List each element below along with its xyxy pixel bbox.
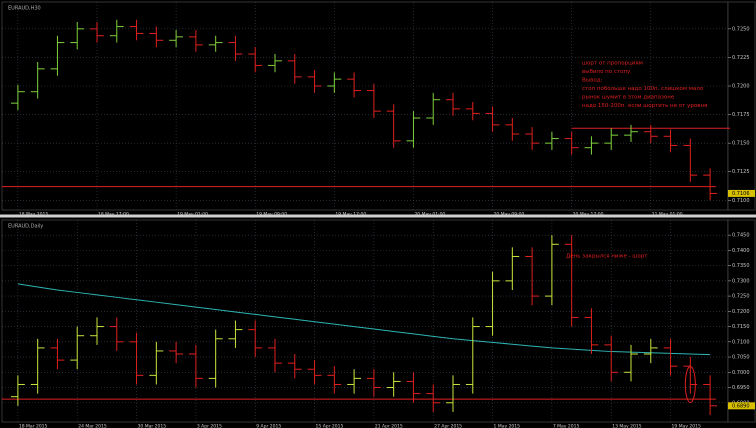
y-tick-label: 0.7175 xyxy=(732,112,750,118)
last-price-label: 0.7106 xyxy=(732,191,750,197)
x-tick-label: 18 May 2015 xyxy=(19,212,48,218)
x-tick-label: 15 Apr 2015 xyxy=(316,424,344,428)
last-price-box xyxy=(728,402,755,410)
last-price-box xyxy=(728,189,755,197)
y-tick-label: 0.7350 xyxy=(732,263,750,269)
y-tick-label: 0.7200 xyxy=(732,309,750,315)
x-tick-label: 13 May 2015 xyxy=(612,424,641,428)
highlight-ellipse xyxy=(684,365,696,403)
x-tick-label: 27 Apr 2015 xyxy=(434,424,462,428)
x-tick-label: 19 May 01:00 xyxy=(177,212,208,218)
x-tick-label: 20 May 01:00 xyxy=(414,212,445,218)
chart-title: EURAUD,H30 xyxy=(8,6,41,12)
y-tick-label: 0.7100 xyxy=(732,339,750,345)
price-axis xyxy=(727,1,756,211)
x-tick-label: 21 May 01:00 xyxy=(652,212,683,218)
x-tick-label: 18 May 17:00 xyxy=(98,212,129,218)
moving-average xyxy=(17,283,711,356)
x-tick-label: 18 Mar 2015 xyxy=(19,424,48,428)
y-tick-label: 0.6950 xyxy=(732,385,750,391)
x-tick-label: 30 Mar 2015 xyxy=(138,424,167,428)
y-tick-label: 0.7200 xyxy=(732,84,750,90)
x-tick-label: 20 May 17:00 xyxy=(573,212,604,218)
y-tick-label: 0.7100 xyxy=(732,198,750,204)
y-tick-label: 0.7450 xyxy=(732,233,750,239)
y-tick-label: 0.7125 xyxy=(732,169,750,175)
y-tick-label: 0.7000 xyxy=(732,370,750,376)
x-tick-label: 19 May 09:00 xyxy=(256,212,287,218)
chart-title: EURAUD,Daily xyxy=(8,224,43,230)
annotation: Вывод: xyxy=(582,78,603,84)
x-tick-label: 21 Apr 2015 xyxy=(375,424,403,428)
x-tick-label: 1 May 2015 xyxy=(494,424,521,428)
annotation: шорт от пропорциям xyxy=(582,61,643,67)
annotation: надо 150-200п. если шортить не от уровня xyxy=(582,103,707,109)
x-tick-label: 19 May 17:00 xyxy=(335,212,366,218)
x-tick-label: 19 May 2015 xyxy=(672,424,701,428)
annotation: стоп побольше надо 100п. слишком мало xyxy=(582,86,704,92)
y-tick-label: 0.7050 xyxy=(732,355,750,361)
annotation: рынок шумит в этом диапазоне xyxy=(582,95,675,101)
annotation: День закрылся ниже - шорт xyxy=(566,254,648,260)
last-price-label: 0.6890 xyxy=(732,403,750,409)
x-tick-label: 24 Mar 2015 xyxy=(78,424,107,428)
annotation: выбило по стопу xyxy=(582,69,631,75)
y-tick-label: 0.7150 xyxy=(732,324,750,330)
x-tick-label: 20 May 09:00 xyxy=(494,212,525,218)
x-tick-label: 9 Apr 2015 xyxy=(256,424,281,428)
y-tick-label: 0.7250 xyxy=(732,26,750,32)
y-tick-label: 0.7150 xyxy=(732,141,750,147)
y-tick-label: 0.7300 xyxy=(732,278,750,284)
y-tick-label: 0.7225 xyxy=(732,55,750,61)
y-tick-label: 0.7250 xyxy=(732,294,750,300)
price-axis xyxy=(727,219,756,423)
x-tick-label: 3 Apr 2015 xyxy=(197,424,222,428)
y-tick-label: 0.7400 xyxy=(732,248,750,254)
x-tick-label: 7 May 2015 xyxy=(553,424,580,428)
